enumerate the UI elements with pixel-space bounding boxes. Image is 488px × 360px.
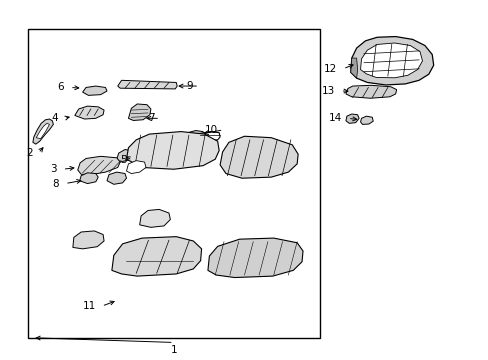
Polygon shape — [36, 123, 49, 139]
Text: 2: 2 — [26, 148, 32, 158]
Polygon shape — [199, 132, 220, 140]
Polygon shape — [80, 173, 98, 184]
Text: 4: 4 — [52, 113, 58, 123]
Polygon shape — [220, 136, 298, 178]
Polygon shape — [207, 238, 303, 278]
Text: 9: 9 — [186, 81, 193, 91]
Polygon shape — [33, 119, 53, 144]
Polygon shape — [128, 104, 151, 121]
Polygon shape — [345, 85, 396, 98]
Text: 3: 3 — [50, 164, 57, 174]
Text: 1: 1 — [170, 345, 177, 355]
Polygon shape — [82, 86, 107, 95]
Polygon shape — [117, 149, 132, 162]
Polygon shape — [350, 37, 433, 85]
Polygon shape — [350, 58, 357, 78]
Polygon shape — [107, 172, 126, 184]
Text: 13: 13 — [321, 86, 334, 96]
Text: 10: 10 — [204, 125, 217, 135]
Polygon shape — [75, 106, 104, 119]
Text: 8: 8 — [53, 179, 59, 189]
Bar — [27, 30, 320, 338]
Text: 5: 5 — [120, 155, 126, 165]
Polygon shape — [78, 156, 120, 175]
Polygon shape — [73, 231, 104, 249]
Polygon shape — [140, 210, 170, 227]
Polygon shape — [360, 43, 422, 78]
Polygon shape — [345, 114, 358, 123]
Polygon shape — [112, 237, 201, 276]
Polygon shape — [126, 132, 219, 169]
Text: 14: 14 — [328, 113, 341, 123]
Polygon shape — [126, 161, 146, 174]
Text: 6: 6 — [58, 82, 64, 93]
Text: 12: 12 — [323, 64, 336, 74]
Polygon shape — [118, 80, 177, 89]
Polygon shape — [186, 131, 204, 140]
Polygon shape — [360, 116, 372, 125]
Text: 11: 11 — [82, 301, 96, 311]
Text: 7: 7 — [147, 113, 154, 123]
